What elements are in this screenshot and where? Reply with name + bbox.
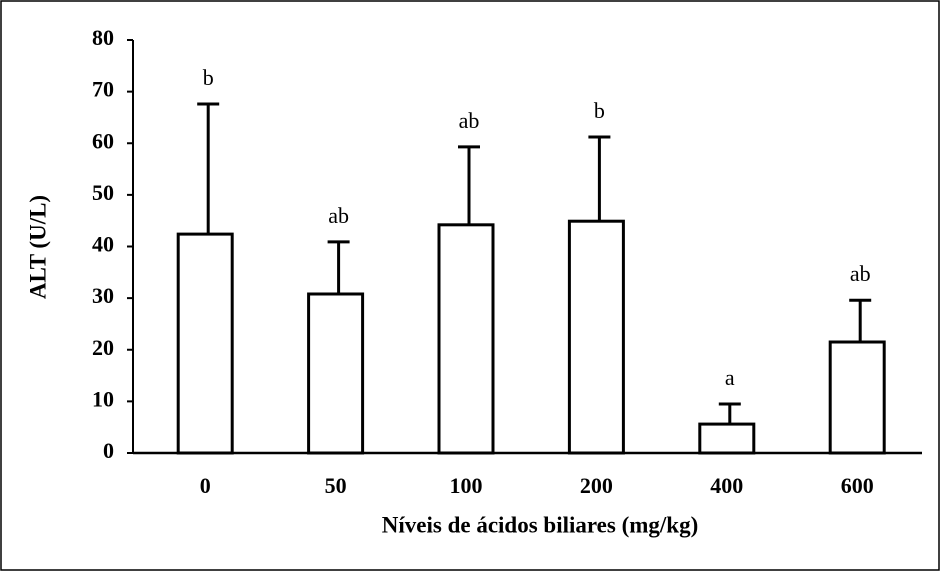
y-axis-title: ALT (U/L) [25,195,50,299]
y-tick-label: 60 [92,128,114,153]
y-tick-label: 50 [92,180,114,205]
bar [567,219,625,455]
y-tick-label: 0 [103,438,114,463]
x-tick-label: 400 [710,473,743,498]
bar [176,232,234,455]
annotation: ab [328,203,349,228]
bar [307,292,365,455]
error-bar [327,240,350,294]
annotation: ab [850,261,871,286]
x-tick-label: 100 [450,473,483,498]
y-tick-label: 30 [92,283,114,308]
error-bar [588,135,611,222]
error-bar [849,298,872,343]
annotation: a [725,365,735,390]
x-tick-label: 600 [841,473,874,498]
x-tick-label: 0 [200,473,211,498]
bar [437,223,495,455]
y-tick-label: 70 [92,77,114,102]
error-bar [718,402,741,425]
bar [828,340,886,455]
annotation: b [594,98,605,123]
x-axis-title: Níveis de ácidos biliares (mg/kg) [382,512,698,537]
error-bar [458,145,480,225]
annotation: b [203,65,214,90]
y-tick-label: 40 [92,232,114,257]
x-tick-label: 200 [580,473,613,498]
error-bar [197,102,220,235]
y-tick-label: 80 [92,25,114,50]
x-tick-label: 50 [325,473,347,498]
annotation: ab [459,108,480,133]
bar [698,422,756,455]
y-tick-label: 20 [92,335,114,360]
y-tick-label: 10 [92,386,114,411]
